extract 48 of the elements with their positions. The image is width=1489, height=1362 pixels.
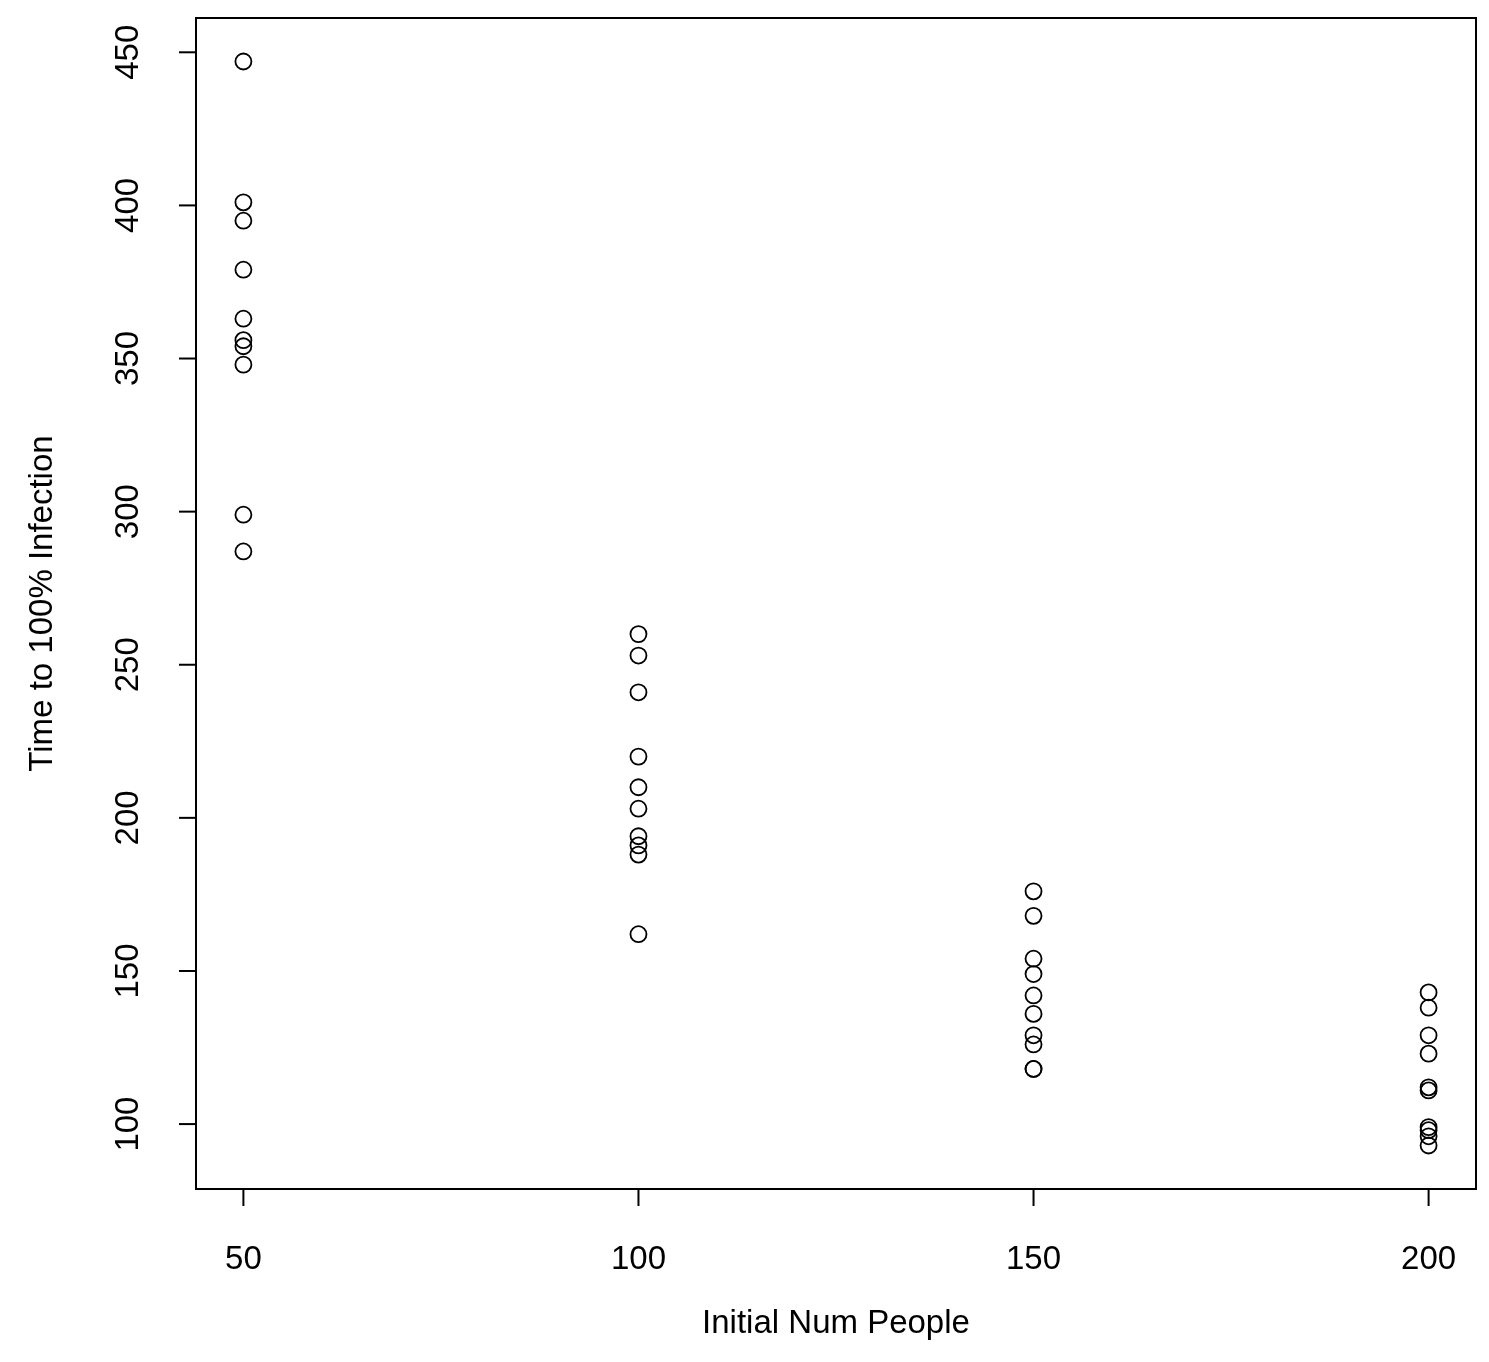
y-tick-label: 450 bbox=[108, 24, 145, 80]
y-tick-label: 350 bbox=[108, 330, 145, 387]
point bbox=[629, 845, 648, 864]
point bbox=[629, 646, 648, 665]
point bbox=[234, 260, 253, 279]
x-axis-title: Initial Num People bbox=[702, 1303, 970, 1340]
y-tick-label: 300 bbox=[108, 484, 145, 540]
y-tick-label: 100 bbox=[108, 1096, 145, 1152]
y-tick-label: 250 bbox=[108, 637, 145, 693]
point bbox=[629, 747, 648, 766]
point bbox=[1024, 949, 1043, 968]
point bbox=[1024, 986, 1043, 1005]
x-tick-label: 200 bbox=[1401, 1239, 1457, 1276]
x-tick-label: 100 bbox=[610, 1239, 666, 1276]
point bbox=[1024, 1026, 1043, 1045]
point bbox=[1024, 882, 1043, 901]
point bbox=[629, 625, 648, 644]
point bbox=[1419, 1026, 1438, 1045]
point bbox=[629, 836, 648, 855]
y-tick-label: 150 bbox=[108, 943, 145, 999]
y-tick-label: 400 bbox=[108, 177, 145, 233]
y-axis-title: Time to 100% Infection bbox=[22, 435, 59, 772]
x-tick-label: 50 bbox=[225, 1239, 262, 1276]
y-tick-label: 200 bbox=[108, 790, 145, 846]
point bbox=[629, 925, 648, 944]
point bbox=[1024, 906, 1043, 925]
point bbox=[234, 52, 253, 71]
point bbox=[1419, 1136, 1438, 1155]
point bbox=[1419, 1044, 1438, 1063]
point bbox=[629, 778, 648, 797]
point bbox=[1419, 983, 1438, 1002]
x-tick-label: 150 bbox=[1006, 1239, 1062, 1276]
point bbox=[629, 799, 648, 818]
point bbox=[234, 211, 253, 230]
point bbox=[1419, 998, 1438, 1017]
point bbox=[1419, 1127, 1438, 1146]
point bbox=[1024, 1035, 1043, 1054]
point bbox=[1024, 965, 1043, 983]
point bbox=[234, 193, 253, 212]
point bbox=[234, 542, 253, 561]
point bbox=[234, 331, 253, 350]
point bbox=[1024, 1004, 1043, 1023]
point bbox=[629, 683, 648, 702]
point bbox=[629, 827, 648, 846]
point bbox=[234, 505, 253, 524]
point bbox=[234, 309, 253, 328]
point bbox=[234, 355, 253, 374]
point bbox=[234, 337, 253, 356]
